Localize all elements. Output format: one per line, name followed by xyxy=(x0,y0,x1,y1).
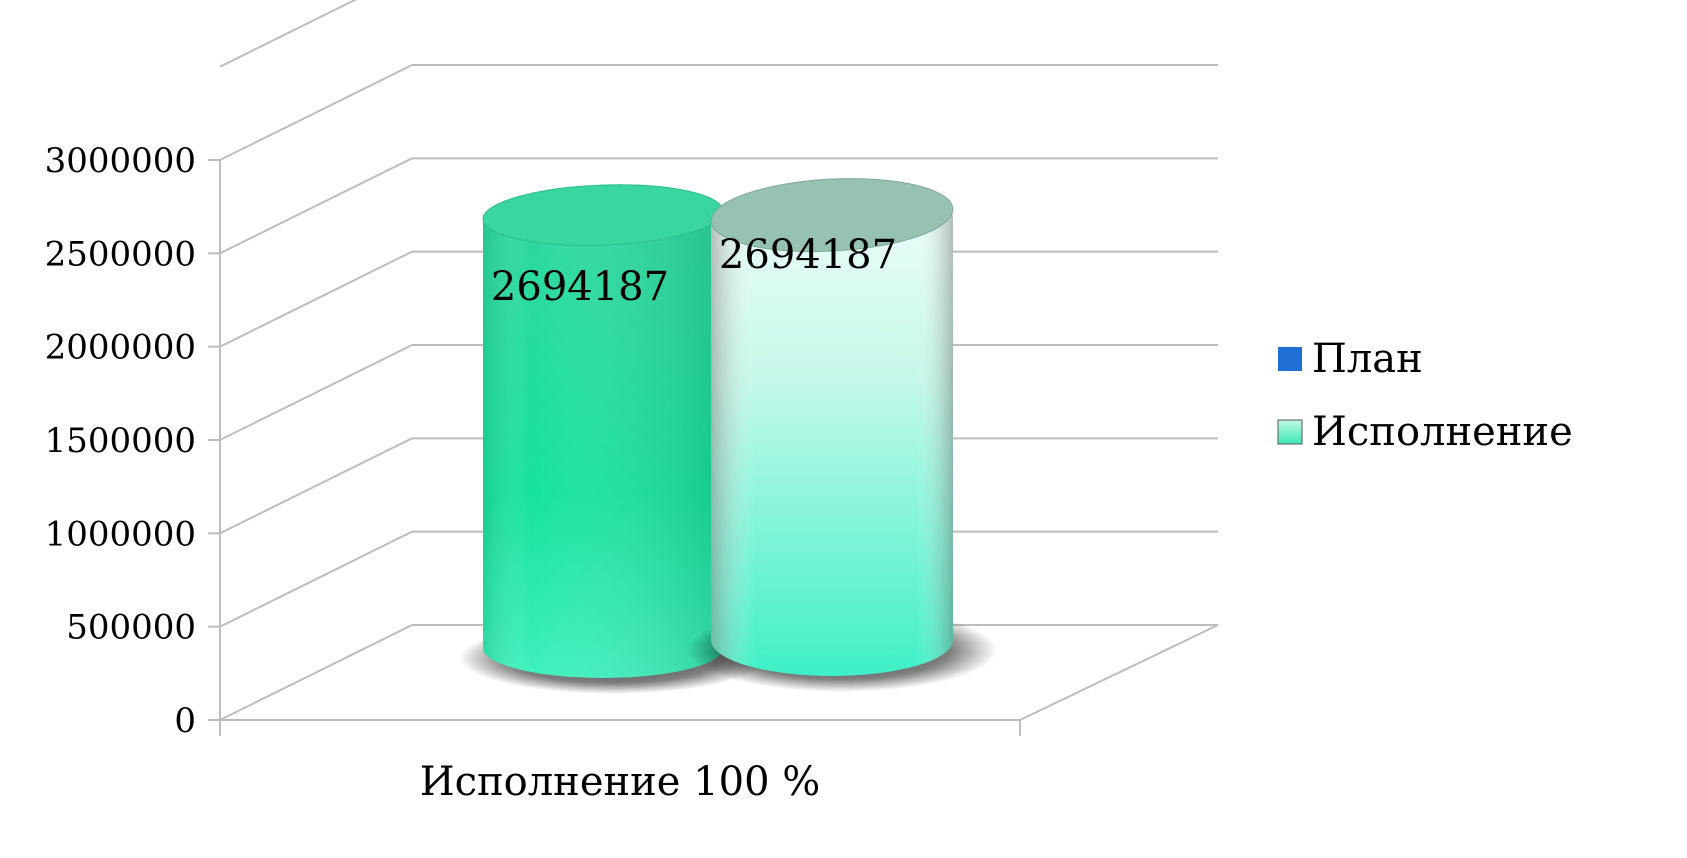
y-tick-label: 500000 xyxy=(66,608,196,648)
y-tick-label: 0 xyxy=(174,701,196,741)
y-tick-label: 1000000 xyxy=(45,514,196,554)
grid-diagonal xyxy=(219,157,413,255)
grid-diagonal xyxy=(219,250,413,348)
legend-label-ispolnenie: Исполнение xyxy=(1312,409,1573,455)
data-label: 2694187 xyxy=(719,232,897,278)
floor-right-edge xyxy=(1019,624,1219,721)
y-tick-label: 3000000 xyxy=(45,141,196,181)
bar-plan xyxy=(459,184,767,694)
bar-top xyxy=(710,178,954,253)
grid-diagonal xyxy=(219,624,413,721)
y-tick-label: 2500000 xyxy=(45,234,196,274)
legend-swatch-ispolnenie xyxy=(1277,419,1303,445)
y-axis xyxy=(208,159,1021,736)
bar-body-shade xyxy=(483,215,723,679)
category-label: Исполнение 100 % xyxy=(420,759,821,805)
data-label: 2694187 xyxy=(491,264,669,310)
grid-diagonal xyxy=(219,530,413,628)
grid-diagonal xyxy=(219,437,413,535)
y-tick-label: 1500000 xyxy=(45,421,196,461)
bar-body-shade xyxy=(711,215,953,677)
grid-diagonal xyxy=(219,64,413,161)
y-tick-labels: 0 500000 1000000 1500000 2000000 2500000 30000… xyxy=(45,141,196,741)
bar-ispolnenie xyxy=(687,178,997,692)
bars xyxy=(459,178,997,694)
legend: План Исполнение xyxy=(1277,336,1573,455)
grid-diagonal xyxy=(219,344,413,441)
legend-swatch-plan xyxy=(1278,347,1302,371)
y-tick-label: 2000000 xyxy=(45,328,196,368)
grid-diagonal xyxy=(219,0,357,68)
legend-label-plan: План xyxy=(1312,336,1423,382)
data-labels: 2694187 2694187 xyxy=(491,232,897,310)
